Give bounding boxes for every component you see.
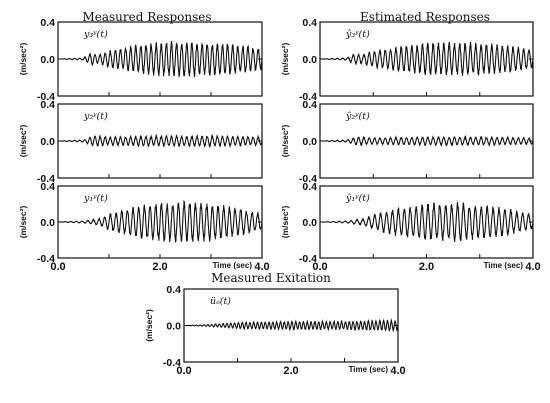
- signal-line: [320, 202, 534, 242]
- y-tick-label: 0.4: [166, 284, 181, 296]
- y-tick-label: -0.4: [163, 357, 181, 369]
- series-label: üₒ(t): [210, 296, 231, 307]
- series-label: y₁ʸ(t): [83, 193, 108, 204]
- measured-responses-title: Measured Responses: [82, 10, 211, 24]
- y-tick-label: 0.4: [40, 181, 55, 193]
- y-tick-label: 0.0: [40, 54, 55, 66]
- y-axis-label: (m/sec²): [18, 206, 28, 239]
- signal-line: [58, 133, 263, 149]
- x-tick-label: 0.0: [50, 261, 65, 273]
- panel-meas_1: 0.4 0.0 -0.4 (m/sec²) y₃ʸ(t): [18, 17, 263, 103]
- y-tick-label: 0.4: [302, 181, 317, 193]
- series-label: y₂ʸ(t): [83, 111, 108, 122]
- signal-line: [320, 135, 534, 148]
- signal-line: [58, 200, 263, 244]
- y-axis-label: (m/sec²): [280, 125, 290, 158]
- y-tick-label: -0.4: [37, 173, 55, 185]
- x-tick-label: 0.0: [176, 365, 191, 377]
- y-tick-label: 0.4: [40, 99, 55, 111]
- y-axis-label: (m/sec²): [18, 43, 28, 76]
- y-tick-label: -0.4: [299, 253, 317, 265]
- series-label: ŷ₁ʸ(t): [345, 193, 370, 204]
- x-tick-label: 2.0: [152, 261, 167, 273]
- x-tick-label: 2.0: [419, 261, 434, 273]
- panel-meas_2: 0.4 0.0 -0.4 (m/sec²) y₂ʸ(t): [18, 99, 263, 185]
- y-axis-label: (m/sec²): [280, 206, 290, 239]
- y-tick-label: -0.4: [299, 91, 317, 103]
- x-tick-label: 4.0: [525, 261, 540, 273]
- y-tick-label: 0.0: [302, 136, 317, 148]
- y-tick-label: 0.4: [302, 17, 317, 29]
- x-axis-label: Time (sec): [349, 365, 389, 374]
- x-tick-label: 4.0: [390, 365, 405, 377]
- measured-excitation-title: Measured Exitation: [211, 271, 331, 285]
- y-tick-label: 0.0: [302, 217, 317, 229]
- x-tick-label: 4.0: [254, 261, 269, 273]
- x-tick-label: 2.0: [283, 365, 298, 377]
- y-axis-label: (m/sec²): [18, 125, 28, 158]
- x-axis-label: Time (sec): [213, 261, 253, 270]
- y-tick-label: 0.4: [40, 17, 55, 29]
- panel-est_2: 0.4 0.0 -0.4 (m/sec²) ŷ₂ʸ(t): [280, 99, 534, 185]
- y-axis-label: (m/sec²): [280, 43, 290, 76]
- y-tick-label: 0.0: [302, 54, 317, 66]
- y-tick-label: 0.4: [302, 99, 317, 111]
- signal-line: [58, 40, 263, 78]
- series-label: ŷ₂ʸ(t): [345, 111, 370, 122]
- signal-line: [184, 318, 399, 333]
- y-tick-label: -0.4: [37, 91, 55, 103]
- signal-line: [320, 41, 534, 76]
- estimated-responses-title: Estimated Responses: [360, 10, 490, 24]
- y-tick-label: -0.4: [37, 253, 55, 265]
- y-axis-label: (m/sec²): [144, 309, 154, 342]
- y-tick-label: 0.0: [40, 136, 55, 148]
- x-axis-label: Time (sec): [484, 261, 524, 270]
- x-tick-label: 0.0: [312, 261, 327, 273]
- y-tick-label: 0.0: [166, 321, 181, 333]
- y-tick-label: 0.0: [40, 217, 55, 229]
- y-tick-label: -0.4: [299, 173, 317, 185]
- panel-est_1: 0.4 0.0 -0.4 (m/sec²) ŷ₃ʸ(t): [280, 17, 534, 103]
- series-label: ŷ₃ʸ(t): [345, 29, 370, 40]
- series-label: y₃ʸ(t): [83, 29, 108, 40]
